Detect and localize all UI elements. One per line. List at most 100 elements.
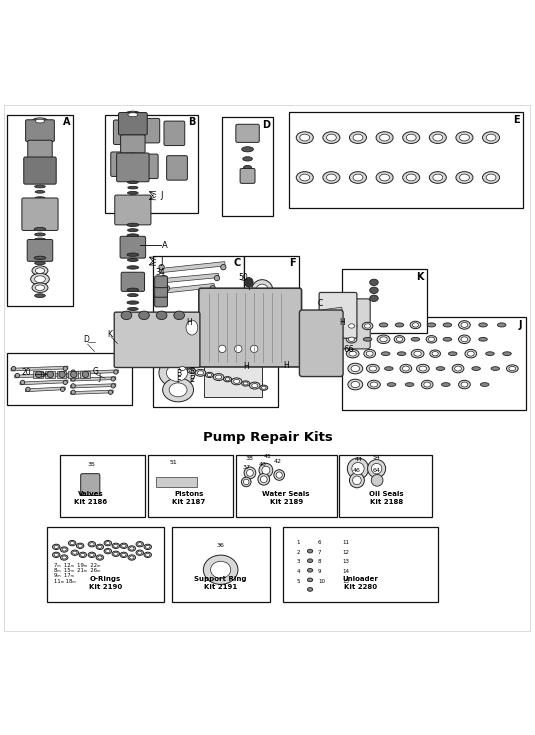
Ellipse shape: [26, 387, 30, 392]
Ellipse shape: [296, 132, 314, 143]
Ellipse shape: [433, 135, 443, 141]
Ellipse shape: [385, 367, 393, 370]
Ellipse shape: [366, 365, 379, 373]
Text: 11ₘ 18ₘ: 11ₘ 18ₘ: [54, 578, 75, 584]
Ellipse shape: [127, 259, 138, 262]
Ellipse shape: [424, 382, 431, 387]
Ellipse shape: [243, 157, 253, 161]
Ellipse shape: [370, 279, 378, 285]
FancyBboxPatch shape: [240, 168, 255, 183]
Bar: [172, 527, 270, 602]
Ellipse shape: [351, 381, 360, 387]
Ellipse shape: [323, 132, 340, 143]
Ellipse shape: [127, 181, 138, 184]
Ellipse shape: [480, 383, 489, 387]
Ellipse shape: [128, 546, 135, 551]
Ellipse shape: [366, 351, 373, 356]
FancyBboxPatch shape: [117, 153, 149, 182]
Polygon shape: [162, 273, 219, 283]
Ellipse shape: [398, 352, 406, 356]
Text: Valves
Kit 2186: Valves Kit 2186: [74, 491, 108, 505]
Ellipse shape: [455, 366, 461, 371]
Ellipse shape: [348, 379, 363, 390]
Ellipse shape: [156, 311, 167, 320]
Ellipse shape: [197, 371, 203, 375]
Text: E: E: [189, 368, 194, 376]
Ellipse shape: [127, 345, 138, 348]
Ellipse shape: [179, 367, 186, 370]
Ellipse shape: [483, 172, 500, 183]
Ellipse shape: [210, 285, 216, 291]
Text: Oil Seals
Kit 2188: Oil Seals Kit 2188: [369, 491, 403, 505]
Ellipse shape: [90, 542, 94, 546]
Ellipse shape: [262, 386, 266, 390]
Ellipse shape: [370, 287, 378, 293]
Ellipse shape: [35, 268, 44, 273]
Ellipse shape: [483, 132, 500, 143]
Ellipse shape: [326, 135, 337, 141]
Ellipse shape: [242, 147, 254, 152]
Text: Pump Repair Kits: Pump Repair Kits: [203, 431, 332, 444]
Ellipse shape: [381, 352, 390, 356]
Ellipse shape: [35, 233, 45, 236]
Ellipse shape: [35, 190, 45, 193]
Text: 40: 40: [258, 462, 266, 467]
Ellipse shape: [137, 551, 142, 554]
Polygon shape: [156, 477, 197, 487]
Text: 44: 44: [355, 456, 363, 462]
Ellipse shape: [486, 352, 494, 356]
Ellipse shape: [63, 380, 67, 384]
Ellipse shape: [421, 380, 433, 389]
Text: 4: 4: [297, 569, 300, 574]
Ellipse shape: [261, 476, 267, 483]
Text: J: J: [519, 320, 523, 329]
Ellipse shape: [458, 320, 470, 329]
Text: J: J: [98, 373, 101, 382]
Ellipse shape: [347, 458, 369, 479]
Ellipse shape: [159, 358, 195, 387]
FancyBboxPatch shape: [155, 285, 167, 297]
Polygon shape: [45, 371, 55, 378]
FancyBboxPatch shape: [118, 112, 147, 135]
Ellipse shape: [146, 545, 150, 548]
Ellipse shape: [225, 378, 230, 381]
Ellipse shape: [127, 301, 139, 304]
Ellipse shape: [219, 345, 226, 353]
Text: 14: 14: [342, 569, 349, 574]
Ellipse shape: [503, 352, 511, 356]
Ellipse shape: [111, 384, 115, 388]
Ellipse shape: [82, 371, 89, 378]
Ellipse shape: [300, 174, 310, 181]
Ellipse shape: [54, 545, 58, 548]
Ellipse shape: [231, 378, 242, 385]
Ellipse shape: [326, 174, 337, 181]
Ellipse shape: [429, 172, 446, 183]
Ellipse shape: [251, 384, 258, 387]
Ellipse shape: [35, 185, 45, 188]
Ellipse shape: [412, 323, 418, 327]
Ellipse shape: [195, 370, 206, 376]
Ellipse shape: [396, 337, 402, 342]
Ellipse shape: [166, 365, 188, 381]
Ellipse shape: [71, 377, 75, 381]
Ellipse shape: [274, 470, 285, 481]
Ellipse shape: [213, 373, 224, 381]
Text: 15: 15: [342, 578, 349, 584]
Ellipse shape: [308, 568, 313, 572]
Text: 66: 66: [343, 345, 354, 354]
Ellipse shape: [376, 132, 393, 143]
Text: 64: 64: [373, 468, 380, 473]
Text: G: G: [120, 355, 128, 365]
Ellipse shape: [353, 476, 361, 484]
Ellipse shape: [32, 266, 48, 276]
Ellipse shape: [71, 384, 75, 388]
Ellipse shape: [70, 542, 74, 545]
Ellipse shape: [458, 335, 470, 343]
Text: 51: 51: [170, 460, 178, 465]
FancyBboxPatch shape: [199, 288, 302, 367]
Ellipse shape: [129, 547, 134, 550]
Ellipse shape: [20, 380, 25, 384]
Ellipse shape: [127, 234, 139, 237]
Ellipse shape: [234, 345, 242, 353]
Ellipse shape: [461, 323, 468, 327]
